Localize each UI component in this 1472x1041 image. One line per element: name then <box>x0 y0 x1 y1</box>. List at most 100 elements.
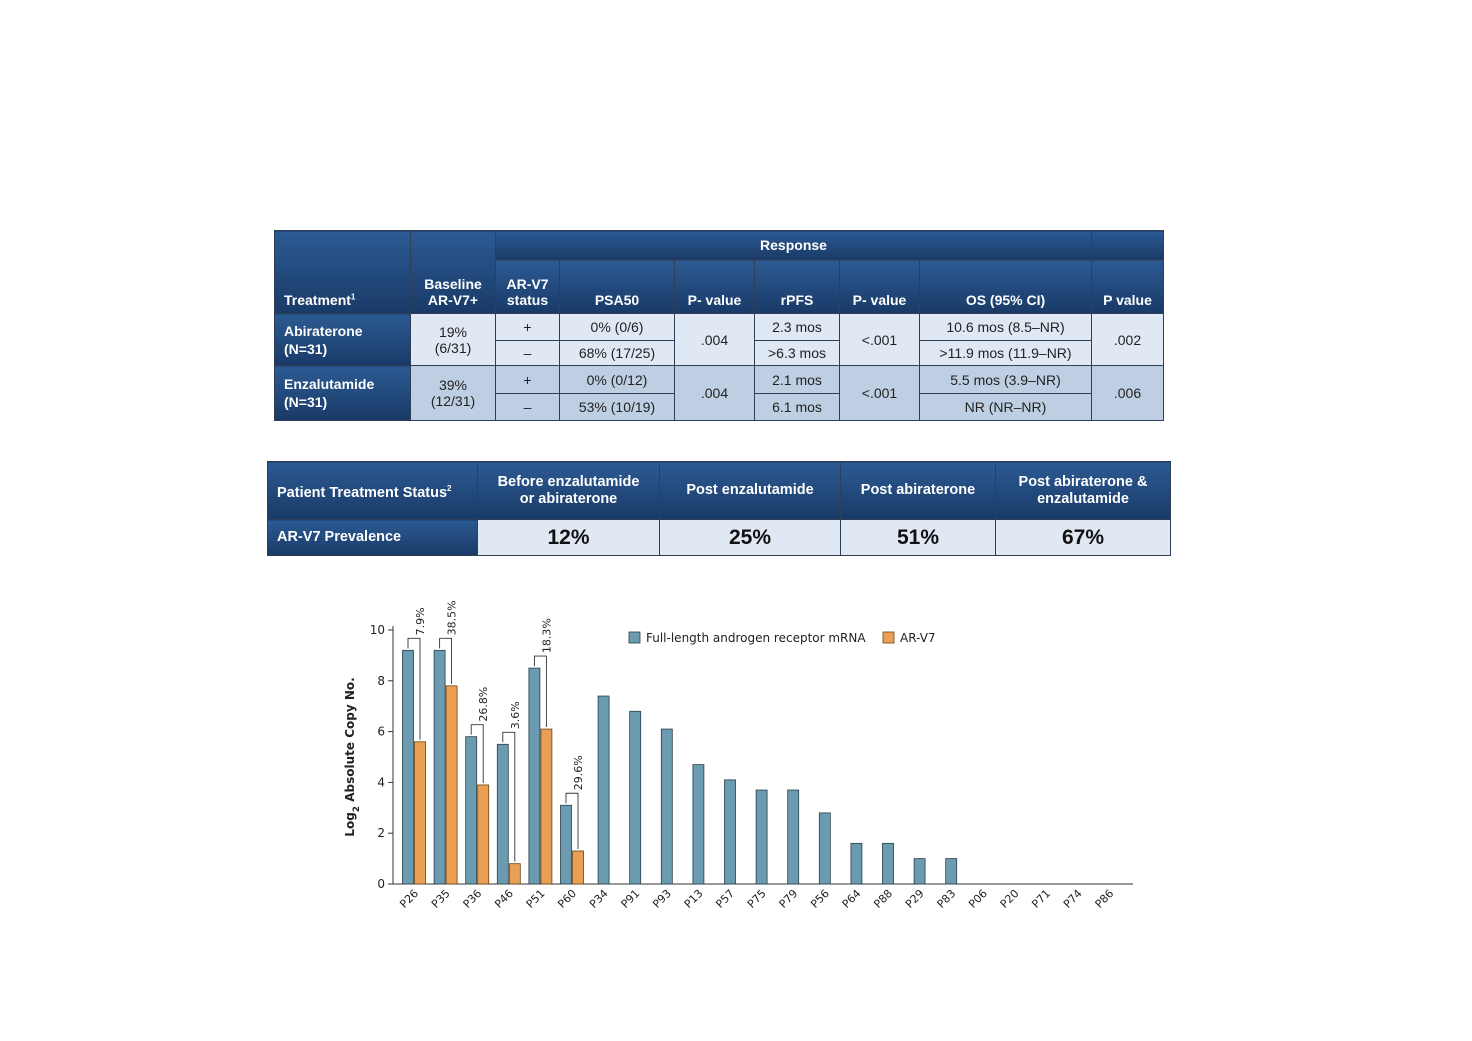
x-tick-label: P91 <box>619 887 643 911</box>
ratio-bracket <box>407 637 421 740</box>
os-header: OS (95% CI) <box>919 259 1092 314</box>
x-tick-label: P56 <box>808 887 832 911</box>
x-tick-label: P51 <box>524 887 548 911</box>
x-tick-label: P13 <box>682 887 706 911</box>
prevalence-table: Patient Treatment Status2 Before enzalut… <box>267 461 1171 556</box>
bar-full-length-p88 <box>882 842 894 885</box>
abiraterone-row-header: Abiraterone (N=31) <box>274 313 411 366</box>
ratio-bracket <box>470 724 484 783</box>
y-tick-label: 2 <box>377 826 385 840</box>
y-tick-label: 8 <box>377 674 385 688</box>
prevalence-post-both: 67% <box>995 519 1171 556</box>
prevalence-post-abiraterone: 51% <box>840 519 996 556</box>
abiraterone-baseline: 19% (6/31) <box>410 313 496 366</box>
prevalence-before: 12% <box>477 519 660 556</box>
psa50-p-value-header: P- value <box>674 259 755 314</box>
x-tick-label: P60 <box>555 887 579 911</box>
enzalutamide-psa50-neg: 53% (10/19) <box>559 393 675 421</box>
x-tick-label: P46 <box>492 887 516 911</box>
x-tick-label: P36 <box>461 887 485 911</box>
bar-full-length-p93 <box>660 728 673 885</box>
enzalutamide-psa50-p: .004 <box>674 365 755 421</box>
legend-label-full-length: Full-length androgen receptor mRNA <box>646 631 866 645</box>
abiraterone-rpfs-p: <.001 <box>839 313 920 366</box>
bar-full-length-p34 <box>597 695 610 885</box>
post-abiraterone-header: Post abiraterone <box>840 461 996 520</box>
abiraterone-os-p: .002 <box>1091 313 1164 366</box>
post-enzalutamide-header: Post enzalutamide <box>659 461 841 520</box>
x-tick-label: P57 <box>713 887 737 911</box>
bar-full-length-p26 <box>402 649 414 885</box>
x-tick-label: P26 <box>397 887 421 911</box>
bar-full-length-p57 <box>724 779 736 885</box>
x-tick-label: P35 <box>429 887 453 911</box>
bar-full-length-p83 <box>945 858 958 885</box>
abiraterone-status-neg: – <box>495 340 560 366</box>
y-tick-label: 0 <box>377 877 385 891</box>
before-treatment-header: Before enzalutamide or abiraterone <box>477 461 660 520</box>
treatment-header: Treatment1 <box>274 230 411 314</box>
y-tick-label: 6 <box>377 725 385 739</box>
treatment-status-header: Patient Treatment Status2 <box>267 461 478 520</box>
bar-full-length-p64 <box>850 842 863 885</box>
rpfs-p-value-header: P- value <box>839 259 920 314</box>
x-tick-label: P75 <box>745 887 769 911</box>
ratio-annotation: 29.6% <box>572 755 585 790</box>
bar-full-length-p56 <box>818 812 831 885</box>
ratio-bracket <box>533 655 547 728</box>
legend-swatch-arv7 <box>882 631 895 644</box>
prevalence-post-enzalutamide: 25% <box>659 519 841 556</box>
ratio-annotation: 38.5% <box>446 600 459 635</box>
enzalutamide-rpfs-neg: 6.1 mos <box>754 393 840 421</box>
y-tick-label: 4 <box>377 775 385 789</box>
legend-label-arv7: AR-V7 <box>900 631 936 645</box>
bar-arv7-p26 <box>414 741 426 885</box>
enzalutamide-status-neg: – <box>495 393 560 421</box>
rpfs-header: rPFS <box>754 259 840 314</box>
ratio-annotation: 3.6% <box>509 701 522 729</box>
x-tick-label: P79 <box>777 887 801 911</box>
response-header: Response <box>495 230 1092 260</box>
ratio-bracket <box>502 731 516 862</box>
prevalence-row-header: AR-V7 Prevalence <box>267 519 478 556</box>
enzalutamide-rpfs-p: <.001 <box>839 365 920 421</box>
bar-arv7-p35 <box>445 685 458 885</box>
bar-arv7-p46 <box>508 863 521 885</box>
x-tick-label: P34 <box>587 887 611 911</box>
abiraterone-rpfs-pos: 2.3 mos <box>754 313 840 341</box>
ratio-annotation: 26.8% <box>477 687 490 722</box>
bar-full-length-p75 <box>755 789 768 885</box>
bar-full-length-p29 <box>913 858 926 885</box>
enzalutamide-row-header: Enzalutamide (N=31) <box>274 365 411 421</box>
enzalutamide-os-neg: NR (NR–NR) <box>919 393 1092 421</box>
y-tick-label: 10 <box>370 623 385 637</box>
bar-full-length-p51 <box>528 667 541 885</box>
x-tick-label: P29 <box>903 887 927 911</box>
os-p-value-header: P value <box>1091 259 1164 314</box>
post-both-header: Post abiraterone & enzalutamide <box>995 461 1171 520</box>
bar-arv7-p51 <box>540 728 553 885</box>
enzalutamide-status-pos: + <box>495 365 560 394</box>
baseline-header: Baseline AR-V7+ <box>410 230 496 314</box>
x-tick-label: P06 <box>966 887 990 911</box>
x-tick-label: P86 <box>1093 887 1117 911</box>
bar-full-length-p60 <box>560 804 572 885</box>
bar-full-length-p79 <box>787 789 800 885</box>
x-tick-label: P71 <box>1029 887 1053 911</box>
x-tick-label: P74 <box>1061 887 1085 911</box>
abiraterone-os-pos: 10.6 mos (8.5–NR) <box>919 313 1092 341</box>
enzalutamide-rpfs-pos: 2.1 mos <box>754 365 840 394</box>
bar-full-length-p91 <box>629 710 642 885</box>
ratio-annotation: 18.3% <box>540 618 553 653</box>
response-header-blank <box>1091 230 1164 260</box>
bar-full-length-p46 <box>496 743 509 885</box>
bar-arv7-p36 <box>477 784 490 885</box>
x-tick-label: P93 <box>650 887 674 911</box>
x-tick-label: P83 <box>935 887 959 911</box>
bar-full-length-p35 <box>433 649 446 885</box>
abiraterone-psa50-p: .004 <box>674 313 755 366</box>
bar-full-length-p36 <box>465 736 478 885</box>
y-axis-label: Log2 Absolute Copy No. <box>343 677 362 836</box>
enzalutamide-baseline: 39% (12/31) <box>410 365 496 421</box>
